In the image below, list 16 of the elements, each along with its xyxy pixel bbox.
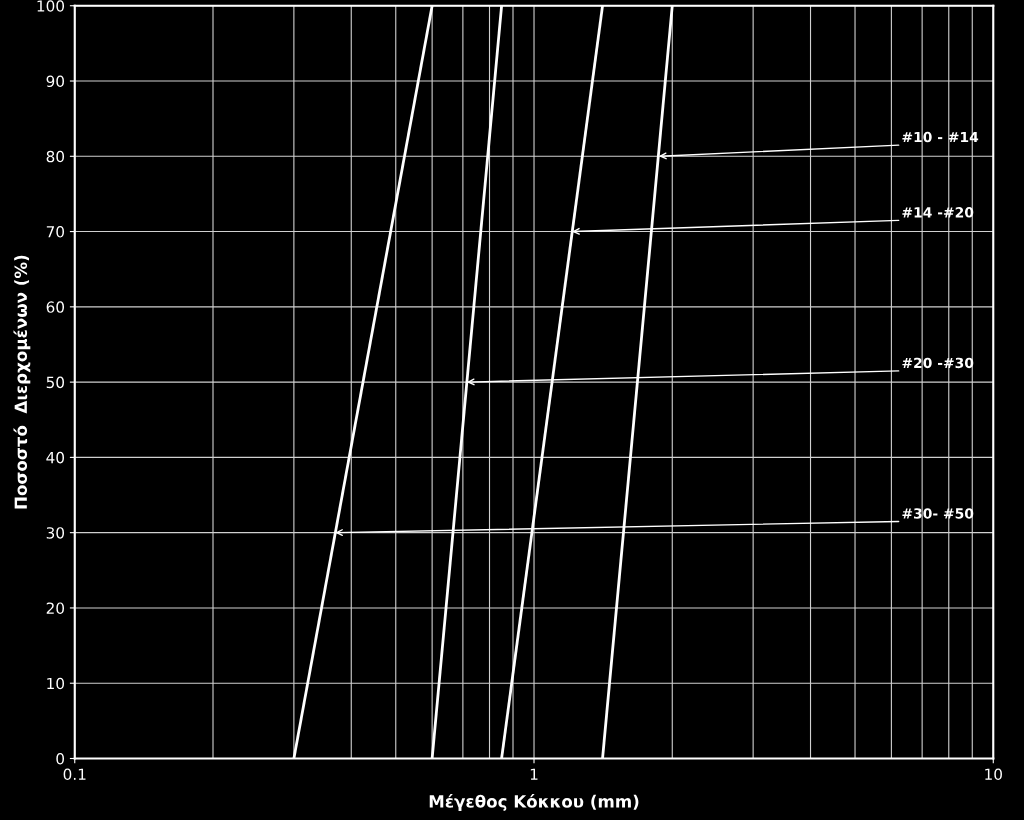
- y-tick-label: 80: [46, 150, 65, 163]
- y-axis-title: Ποσοστό Διερχομένων (%): [13, 255, 31, 509]
- y-tick-label: 90: [46, 75, 65, 88]
- y-tick-label: 50: [46, 376, 65, 389]
- x-tick-label: 1: [530, 768, 538, 780]
- y-tick-label: 70: [46, 226, 65, 238]
- y-tick-label: 40: [46, 451, 65, 464]
- x-axis-title: Μέγεθος Κόκκου (mm): [429, 794, 639, 811]
- y-tick-label: 10: [47, 677, 65, 690]
- x-tick-label: 0.1: [63, 768, 86, 781]
- y-tick-label: 100: [37, 0, 65, 12]
- x-tick-label: 10: [985, 768, 1002, 781]
- y-tick-label: 30: [46, 527, 65, 539]
- y-tick-label: 20: [46, 602, 65, 614]
- y-tick-label: 60: [46, 301, 65, 313]
- y-tick-label: 0: [56, 752, 65, 765]
